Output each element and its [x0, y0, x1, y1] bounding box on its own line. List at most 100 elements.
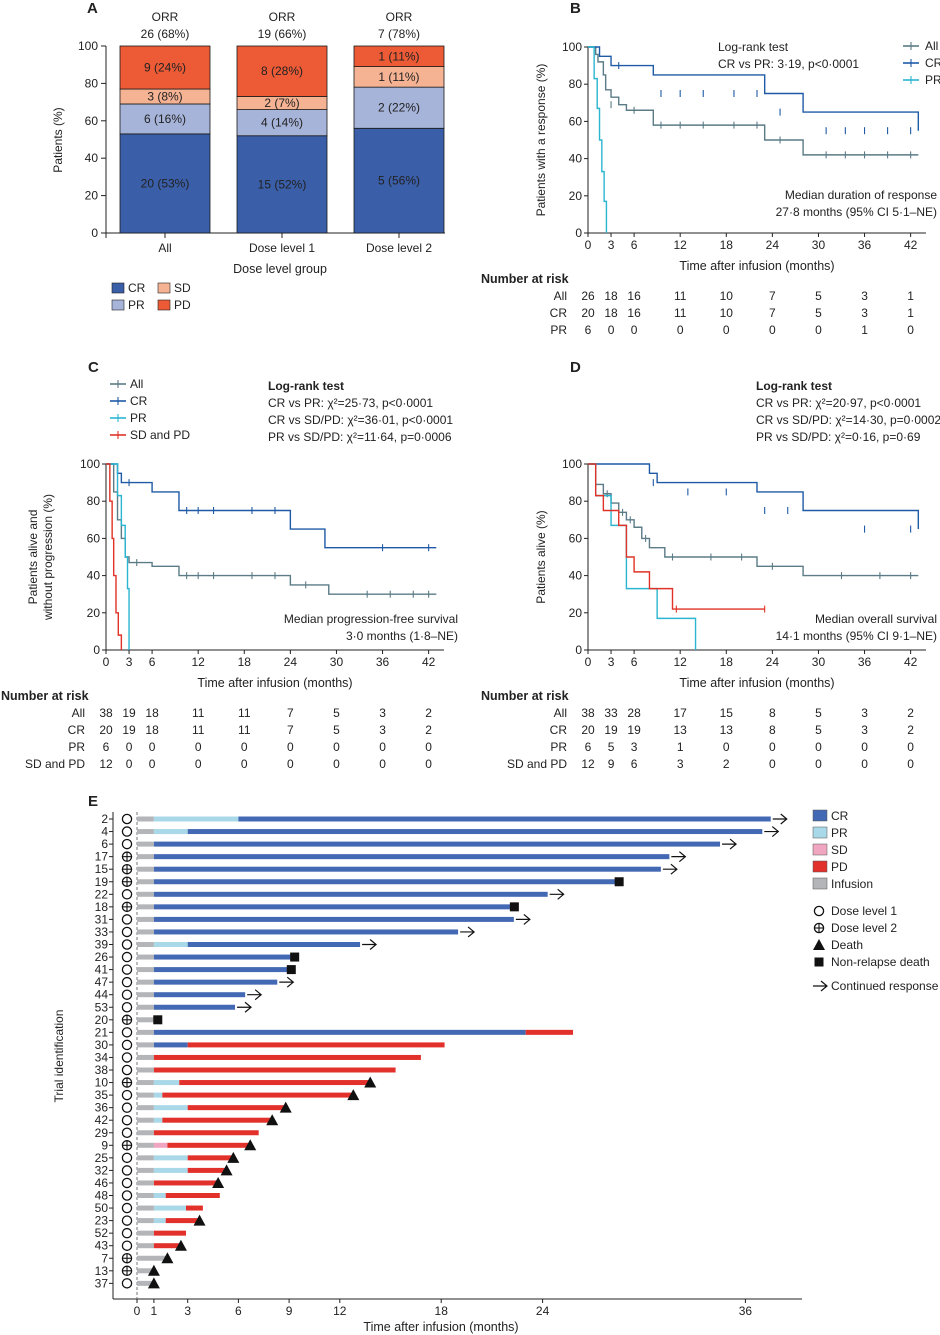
trial-id-label: 4 — [101, 825, 108, 839]
risk-value: 0 — [677, 323, 684, 337]
trial-id-label: 23 — [95, 1214, 109, 1228]
trial-id-label: 26 — [95, 950, 109, 964]
x-tick-label: 6 — [149, 655, 156, 669]
swim-segment-inf — [137, 1042, 154, 1048]
swim-segment-pd — [186, 1205, 203, 1211]
y-tick-label: 80 — [87, 494, 101, 508]
bar-segment-pr — [236, 109, 328, 137]
risk-value: 3 — [379, 723, 386, 737]
death-triangle-icon — [174, 1239, 187, 1251]
y-tick-label: 60 — [569, 114, 583, 128]
log-rank-title: Log-rank test — [756, 379, 832, 393]
risk-value: 7 — [769, 289, 776, 303]
log-rank-line: CR vs PR: χ²=20·97, p<0·0001 — [756, 396, 921, 410]
x-tick-label: 0 — [134, 1304, 141, 1318]
trial-id-label: 52 — [95, 1226, 109, 1240]
risk-value: 38 — [581, 706, 595, 720]
risk-value: 7 — [287, 723, 294, 737]
x-tick-label: 30 — [330, 655, 344, 669]
swim-segment-inf — [137, 879, 154, 885]
dose-level-1-icon — [121, 813, 133, 825]
continued-response-arrow-icon — [772, 813, 788, 825]
bar-label-cr: 5 (56%) — [378, 174, 420, 188]
dose-level-1-icon — [121, 1165, 133, 1176]
x-tick-label: 0 — [103, 655, 110, 669]
swim-segment-inf — [137, 816, 154, 822]
risk-value: 13 — [720, 723, 734, 737]
legend-label: SD and PD — [130, 428, 190, 442]
risk-value: 5 — [815, 706, 822, 720]
swim-segment-inf — [137, 992, 154, 998]
death-triangle-icon — [364, 1076, 377, 1088]
legend-label: PR — [128, 298, 145, 312]
legend-swatch-sd — [812, 843, 828, 856]
x-tick-label: 36 — [858, 655, 872, 669]
swim-segment-inf — [137, 1029, 154, 1035]
dose-level-1-icon — [121, 1177, 133, 1189]
x-axis-label: Time after infusion (months) — [363, 1320, 518, 1334]
x-tick-label: 12 — [192, 655, 206, 669]
swim-segment-inf — [137, 1155, 154, 1161]
swim-segment-pr — [153, 1193, 166, 1198]
swim-segment-inf — [137, 954, 154, 960]
risk-value: 0 — [907, 757, 914, 771]
swim-segment-inf — [137, 1080, 154, 1086]
continued-response-arrow-icon — [813, 980, 828, 992]
x-tick-label: 12 — [674, 655, 688, 669]
swim-segment-inf — [137, 1142, 154, 1148]
x-tick-label: 24 — [536, 1304, 550, 1318]
risk-value: 18 — [145, 706, 159, 720]
x-tick-label: 12 — [674, 238, 688, 252]
x-axis-label: Time after infusion (months) — [679, 259, 834, 273]
swim-segment-inf — [137, 942, 154, 947]
risk-header: Number at risk — [481, 689, 569, 703]
risk-value: 11 — [192, 723, 205, 737]
legend-label: CR — [130, 394, 148, 408]
legend-label: CR — [831, 809, 849, 823]
risk-value: 38 — [99, 706, 113, 720]
risk-value: 0 — [631, 323, 638, 337]
swim-segment-pd — [187, 1105, 286, 1111]
legend-label: Dose level 1 — [831, 904, 897, 918]
trial-id-label: 19 — [95, 875, 109, 889]
swim-segment-pd — [153, 1054, 421, 1060]
risk-value: 3 — [677, 757, 684, 771]
log-rank-line: PR vs SD/PD: χ²=0·16, p=0·69 — [756, 430, 921, 444]
trial-id-label: 10 — [95, 1076, 109, 1090]
risk-value: 12 — [581, 757, 595, 771]
legend-swatch-pd — [812, 860, 828, 873]
legend-label: PR — [831, 826, 848, 840]
swim-segment-pd — [153, 1067, 396, 1073]
continued-response-arrow-icon — [549, 888, 565, 900]
trial-id-label: 25 — [95, 1151, 109, 1165]
swim-segment-inf — [137, 1017, 158, 1023]
risk-value: 20 — [581, 723, 595, 737]
km-curve-pr — [106, 463, 130, 650]
swim-segment-pr — [153, 1105, 188, 1111]
risk-value: 3 — [861, 706, 868, 720]
bar-label-pd: 9 (24%) — [144, 61, 186, 75]
continued-response-arrow-icon — [237, 1001, 252, 1013]
swim-segment-inf — [137, 1130, 154, 1136]
trial-id-label: 50 — [95, 1201, 109, 1215]
x-tick-label: 24 — [766, 238, 780, 252]
trial-id-label: 30 — [95, 1038, 109, 1052]
x-tick-label: 1 — [151, 1304, 158, 1318]
risk-value: 0 — [815, 323, 822, 337]
dose-level-1-icon — [121, 1052, 133, 1063]
risk-value: 0 — [241, 740, 248, 754]
trial-id-label: 21 — [95, 1025, 109, 1039]
km-curve-cr — [588, 46, 920, 131]
swim-segment-inf — [137, 854, 154, 860]
x-tick-label: 24 — [284, 655, 298, 669]
death-triangle-icon — [279, 1101, 292, 1113]
swim-segment-inf — [137, 1092, 154, 1098]
death-triangle-icon — [220, 1164, 233, 1176]
risk-value: 5 — [815, 306, 822, 320]
risk-value: 0 — [287, 740, 294, 754]
swim-segment-inf — [137, 1205, 154, 1211]
x-tick-label: 42 — [904, 655, 918, 669]
median-label: Median progression-free survival — [284, 612, 458, 626]
swim-segment-pd — [153, 1230, 187, 1236]
trial-id-label: 35 — [95, 1088, 109, 1102]
